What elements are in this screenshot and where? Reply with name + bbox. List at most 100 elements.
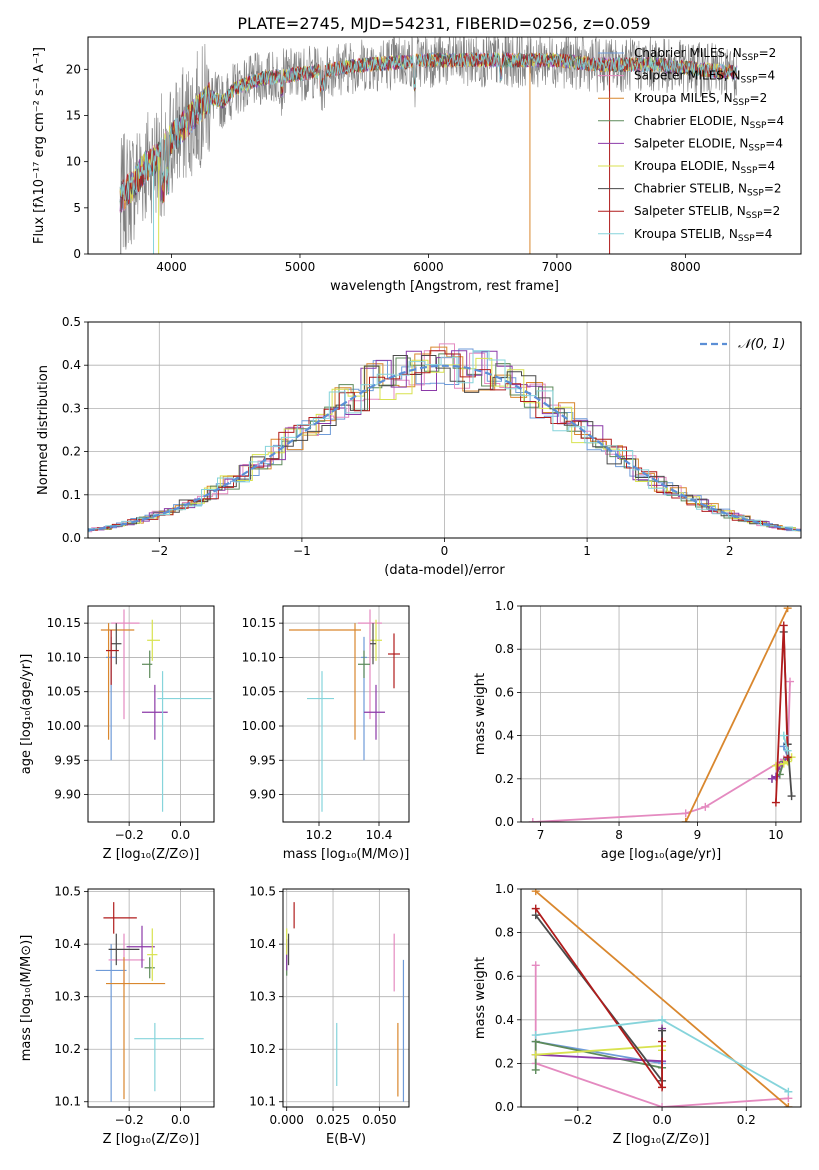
legend-entry: Kroupa ELODIE, NSSP=4 bbox=[634, 159, 775, 176]
mass-weight-marker bbox=[783, 746, 792, 755]
y-tick-label: 9.90 bbox=[249, 788, 276, 802]
mass-weight-line bbox=[532, 681, 791, 822]
weight_vs_Z-plot-area bbox=[531, 889, 793, 1107]
y-tick-label: 10.2 bbox=[54, 1042, 81, 1056]
y-tick-label: 15 bbox=[66, 108, 81, 122]
x-axis-label: (data-model)/error bbox=[384, 563, 505, 578]
y-tick-label: 9.90 bbox=[54, 788, 81, 802]
y-tick-label: 0 bbox=[73, 247, 81, 261]
weight_vs_Z-panel: −0.2 0.0 0.2 0.0 0.2 0.4 0.6 0.8 1.0 Z [log₁₀(Z/Z… bbox=[473, 882, 802, 1147]
y-tick-label: 0.4 bbox=[495, 729, 514, 743]
y-tick-label: 0.2 bbox=[495, 1056, 514, 1070]
x-tick-label: 7000 bbox=[542, 260, 573, 274]
mass-weight-marker bbox=[531, 1050, 540, 1059]
error-bar-point bbox=[142, 684, 168, 740]
mass-weight-marker bbox=[658, 1026, 667, 1035]
axes-frame bbox=[282, 605, 410, 823]
x-tick-label: 0.0 bbox=[171, 1113, 190, 1127]
mass-weight-marker bbox=[771, 772, 780, 781]
x-tick-label: −0.2 bbox=[115, 828, 144, 842]
error-bar-point bbox=[108, 933, 145, 987]
mass-weight-marker bbox=[531, 889, 540, 896]
error-bar-point bbox=[144, 957, 155, 979]
histogram-step bbox=[88, 353, 801, 531]
x-tick-label: 1 bbox=[583, 544, 591, 558]
axes-frame bbox=[520, 888, 802, 1108]
y-tick-label: 1.0 bbox=[495, 882, 514, 896]
y-axis-label: Flux [fλ10⁻¹⁷ erg cm⁻² s⁻¹ A⁻¹] bbox=[32, 47, 47, 244]
x-tick-label: 6000 bbox=[413, 260, 444, 274]
mass-weight-marker bbox=[779, 621, 788, 630]
x-tick-label: −0.2 bbox=[563, 1113, 592, 1127]
mass-weight-marker bbox=[658, 1037, 667, 1046]
legend-subscript: SSP bbox=[741, 166, 758, 176]
axes-frame bbox=[520, 605, 802, 823]
legend-text: Salpeter ELODIE, N bbox=[634, 136, 748, 150]
gaussian-reference-line bbox=[88, 364, 801, 532]
y-axis-label: mass weight bbox=[473, 957, 488, 1039]
x-axis-label: E(B-V) bbox=[326, 1132, 366, 1147]
legend-text: =4 bbox=[766, 114, 784, 128]
x-tick-label: 0.025 bbox=[316, 1113, 350, 1127]
y-tick-label: 0.0 bbox=[62, 531, 81, 545]
error-bar-point bbox=[134, 1022, 204, 1092]
mass-weight-line bbox=[534, 965, 789, 1107]
mass_vs_Z-panel: −0.2 0.0 10.1 10.2 10.3 10.4 10.5 Z [log₁₀(Z/Z⊙… bbox=[19, 885, 215, 1147]
legend-entry: 𝒩(0, 1) bbox=[738, 337, 785, 352]
x-tick-label: −0.2 bbox=[115, 1113, 144, 1127]
y-axis-label: mass [log₁₀(M/M⊙)] bbox=[19, 935, 34, 1062]
y-tick-label: 0.3 bbox=[62, 401, 81, 415]
y-tick-label: 9.95 bbox=[249, 753, 276, 767]
mass-weight-marker bbox=[701, 802, 710, 811]
legend-entry: Salpeter STELIB, NSSP=2 bbox=[634, 204, 780, 221]
y-tick-label: 9.95 bbox=[54, 753, 81, 767]
age_vs_mass-plot-area bbox=[289, 609, 400, 812]
age_vs_mass-panel: 10.2 10.4 9.90 9.95 10.00 10.05 10.10 10.15 mass… bbox=[242, 605, 410, 862]
error-bar-point bbox=[358, 650, 370, 678]
x-tick-label: 0.0 bbox=[653, 1113, 672, 1127]
legend-entry: Salpeter ELODIE, NSSP=4 bbox=[634, 136, 783, 153]
y-tick-label: 0.0 bbox=[495, 815, 514, 829]
x-tick-label: 10 bbox=[768, 828, 783, 842]
legend-text: Kroupa MILES, N bbox=[634, 91, 733, 105]
error-bar-point bbox=[111, 609, 140, 720]
mass-weight-line bbox=[684, 607, 789, 822]
y-tick-label: 20 bbox=[66, 62, 81, 76]
y-tick-label: 0.8 bbox=[495, 926, 514, 940]
residuals-plot-area bbox=[88, 343, 801, 533]
x-tick-label: 4000 bbox=[156, 260, 187, 274]
x-tick-label: 10.2 bbox=[306, 828, 333, 842]
legend-entry: Chabrier STELIB, NSSP=2 bbox=[634, 182, 782, 199]
legend-entry: Chabrier MILES, NSSP=2 bbox=[634, 46, 776, 63]
error-bar-point bbox=[111, 623, 122, 665]
x-tick-label: 0.000 bbox=[270, 1113, 304, 1127]
y-tick-label: 0.8 bbox=[495, 642, 514, 656]
mass-weight-line bbox=[534, 908, 663, 1091]
mass-weight-marker bbox=[771, 761, 780, 770]
error-bar-point bbox=[370, 619, 382, 661]
legend-text: Salpeter STELIB, N bbox=[634, 204, 746, 218]
x-tick-label: 8 bbox=[615, 828, 623, 842]
y-tick-label: 0.0 bbox=[495, 1100, 514, 1114]
legend-subscript: SSP bbox=[747, 189, 764, 199]
mass-weight-marker bbox=[658, 1015, 667, 1024]
y-tick-label: 10.10 bbox=[242, 650, 276, 664]
mass-weight-marker bbox=[771, 798, 780, 807]
legend-entry: Kroupa STELIB, NSSP=4 bbox=[634, 227, 772, 244]
mass-weight-marker bbox=[681, 809, 690, 818]
model-spectrum-line bbox=[119, 52, 738, 201]
mass_vs_Z-plot-area bbox=[95, 902, 204, 1102]
mass-weight-marker bbox=[658, 1083, 667, 1092]
legend-text: Chabrier STELIB, N bbox=[634, 182, 747, 196]
x-axis-label: Z [log₁₀(Z/Z⊙)] bbox=[103, 847, 200, 862]
y-tick-label: 10.00 bbox=[47, 719, 81, 733]
y-tick-label: 10.4 bbox=[54, 937, 81, 951]
mass-weight-marker bbox=[528, 818, 537, 822]
age_vs_Z-plot-area bbox=[100, 609, 212, 812]
y-tick-label: 0.2 bbox=[495, 772, 514, 786]
x-axis-label: Z [log₁₀(Z/Z⊙)] bbox=[613, 1132, 710, 1147]
spectrum-plot-area bbox=[119, 37, 738, 254]
error-bar-point bbox=[370, 623, 376, 665]
legend-text: =2 bbox=[763, 204, 781, 218]
